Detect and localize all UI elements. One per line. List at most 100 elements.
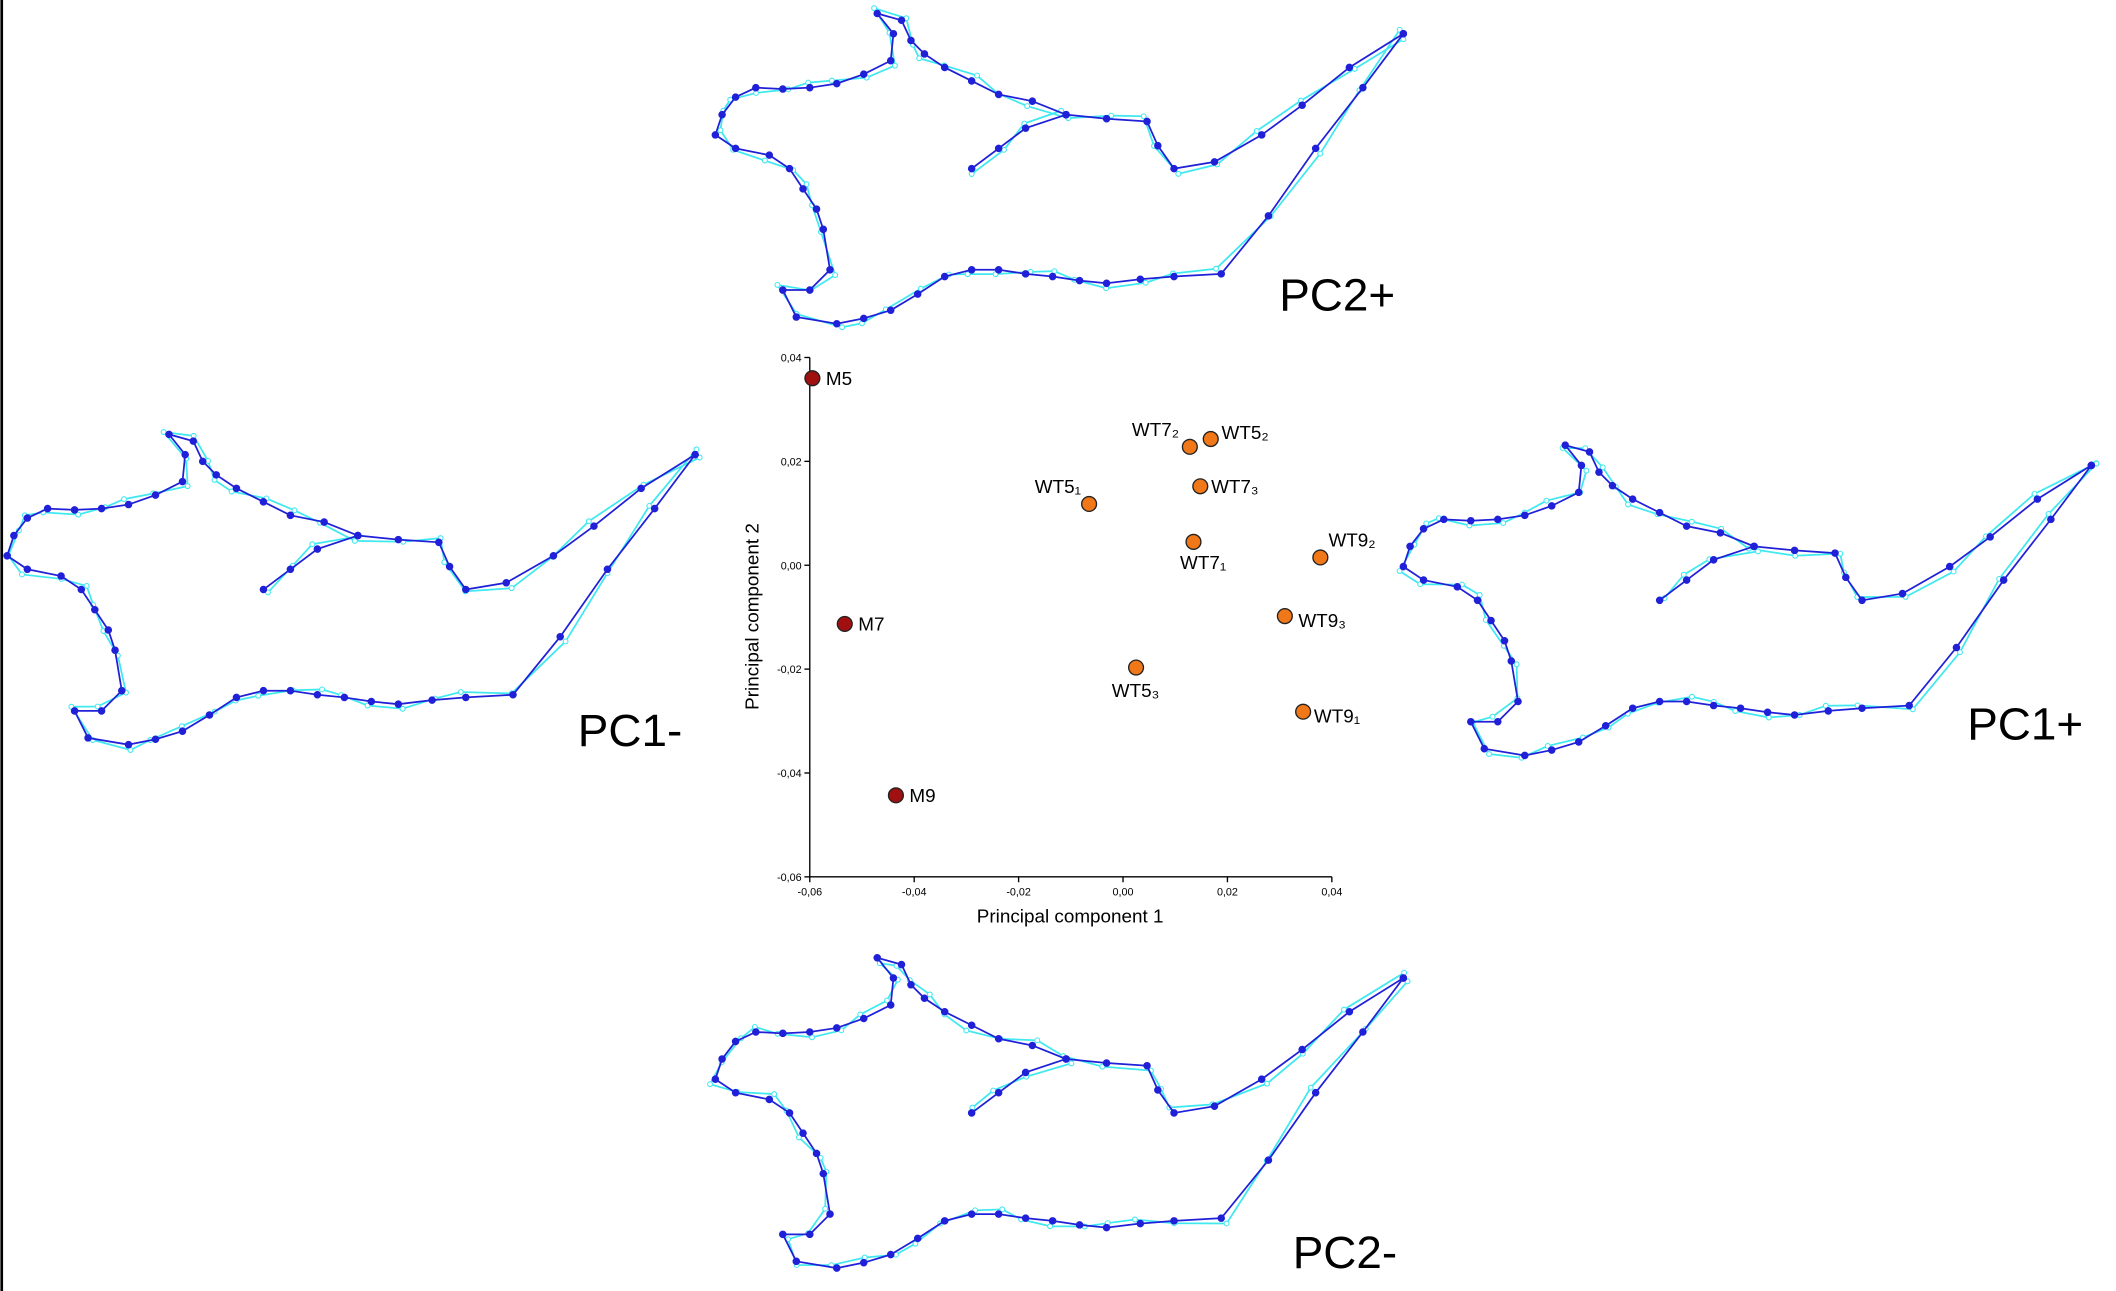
outline-dot <box>1345 63 1354 72</box>
point-label: WT5₁ <box>1035 477 1081 498</box>
outline-dot <box>1317 150 1324 157</box>
outline-dot <box>891 62 898 69</box>
outline-dot <box>967 1021 976 1030</box>
outline-dot <box>556 632 564 641</box>
outline-dot <box>1021 1214 1030 1222</box>
outline-dot <box>889 29 898 38</box>
x-tick-label: 0,02 <box>1217 887 1238 899</box>
outline-dot <box>1514 697 1522 706</box>
outline-dot <box>803 181 810 188</box>
outline-dot <box>1716 529 1725 537</box>
outline-dot <box>1102 114 1111 123</box>
point-label: WT9₃ <box>1298 611 1346 632</box>
outline-dot <box>967 266 976 274</box>
outline-line <box>1659 545 1755 602</box>
outline-dot <box>1170 272 1178 281</box>
outline-dot <box>255 692 262 699</box>
outline-dot <box>771 1091 778 1098</box>
outline-dot <box>320 518 328 526</box>
outline-dot <box>711 131 720 139</box>
outline-dot <box>309 541 316 548</box>
outline-dot <box>435 538 443 547</box>
annotation: PC1- <box>578 704 682 756</box>
outline-dot <box>1688 693 1695 700</box>
outline-dot <box>920 50 929 58</box>
x-axis-label: Principal component 1 <box>977 907 1164 928</box>
outline-dot <box>1599 464 1606 471</box>
outline-dot <box>1217 1214 1226 1222</box>
outline-dot <box>70 506 79 514</box>
shape-outline <box>711 5 1408 331</box>
outline-dot <box>826 266 834 274</box>
outline-dot <box>1952 643 1961 652</box>
outline-dot <box>1210 1102 1219 1110</box>
outline-dot <box>717 127 724 134</box>
outline-dot <box>1608 481 1617 490</box>
y-tick-label: 0,04 <box>781 353 802 365</box>
outline-line <box>971 1058 1067 1114</box>
outline-dot <box>1682 522 1691 530</box>
outline-dot <box>445 562 454 571</box>
outline-dot <box>232 484 241 493</box>
outline-dot <box>920 994 929 1003</box>
outline-dot <box>57 572 65 580</box>
outline-dot <box>779 1029 787 1038</box>
outline-dot <box>765 1095 774 1104</box>
point <box>1276 608 1293 625</box>
outline-dot <box>354 531 362 540</box>
outline-dot <box>884 997 891 1004</box>
outline-dot <box>1047 1223 1054 1230</box>
outline-dot <box>83 582 90 589</box>
outline-dot <box>650 504 659 513</box>
outline-dot <box>779 85 787 93</box>
outline-dot <box>1544 742 1551 749</box>
outline-dot <box>1298 1045 1306 1054</box>
outline-dot <box>1736 704 1745 713</box>
outline-dot <box>590 522 598 530</box>
outline-dot <box>1905 701 1914 710</box>
outline-dot <box>1068 1060 1075 1067</box>
outline-dot <box>1790 546 1799 555</box>
outline-dot <box>774 281 781 288</box>
outline-dot <box>313 545 322 553</box>
outline-dot <box>1513 661 1520 668</box>
outline-line <box>708 961 1409 1267</box>
outline-dot <box>1732 708 1739 714</box>
annotation: PC2- <box>1293 1226 1397 1278</box>
outline-dot <box>1655 596 1664 605</box>
outline-dot <box>994 266 1003 274</box>
outline-dot <box>121 496 127 503</box>
outline-dot <box>118 686 126 695</box>
point <box>836 615 853 633</box>
outline-dot <box>160 429 167 435</box>
outline-dot <box>428 696 436 704</box>
outline-dot <box>886 1250 895 1259</box>
outline-dot <box>1574 738 1583 746</box>
outline-dot <box>394 535 403 544</box>
shape-panels <box>3 5 2100 1272</box>
outline-dot <box>711 1075 720 1083</box>
outline-dot <box>907 980 915 989</box>
outline-dot <box>259 498 268 506</box>
outline-dot <box>1500 637 1509 645</box>
outline-dot <box>940 63 949 72</box>
outline-dot <box>508 585 515 592</box>
outline-dot <box>462 693 470 702</box>
outline-dot <box>1175 170 1182 177</box>
outline-dot <box>886 306 895 315</box>
outline-dot <box>871 5 878 12</box>
outline-dot <box>806 1028 814 1036</box>
outline-dot <box>1453 583 1462 591</box>
outline-dot <box>1543 497 1550 504</box>
outline-dot <box>1048 1217 1057 1225</box>
outline-dot <box>1763 708 1772 717</box>
outline-dot <box>1824 707 1833 715</box>
outline-dot <box>1419 525 1428 533</box>
outline-dot <box>97 707 106 715</box>
outline-dot <box>707 1081 714 1088</box>
outline-dot <box>259 585 268 594</box>
outline-dot <box>124 500 133 509</box>
point-label: WT7₃ <box>1211 477 1259 498</box>
outline-dot <box>286 511 295 520</box>
outline-dot <box>1682 576 1691 584</box>
